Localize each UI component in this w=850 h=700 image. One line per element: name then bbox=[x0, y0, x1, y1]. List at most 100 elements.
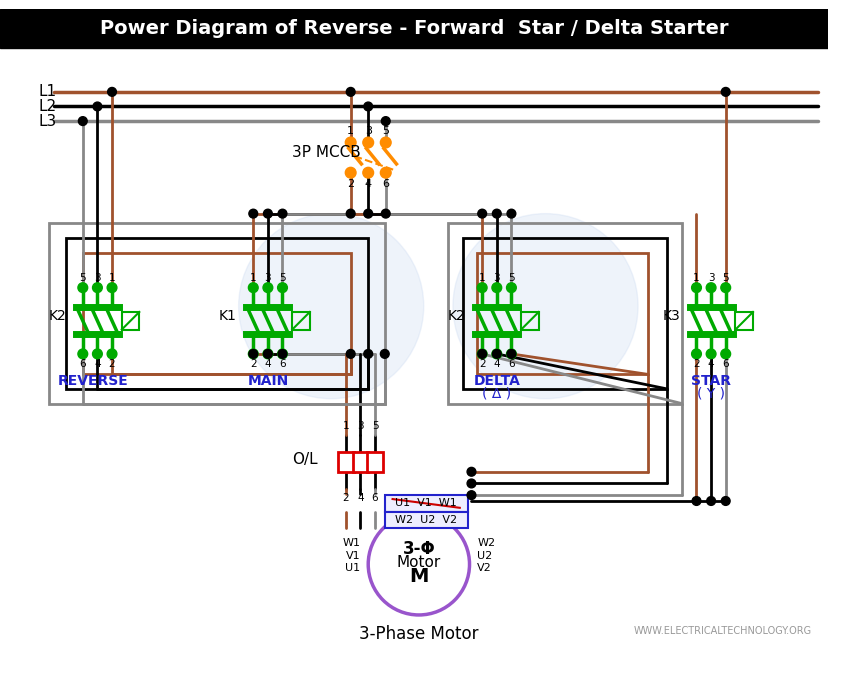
Circle shape bbox=[706, 496, 716, 505]
Bar bbox=[338, 452, 354, 472]
Circle shape bbox=[263, 283, 273, 293]
Text: 5: 5 bbox=[722, 273, 729, 283]
Text: O/L: O/L bbox=[292, 452, 318, 467]
Text: U2: U2 bbox=[478, 550, 492, 561]
Circle shape bbox=[478, 283, 487, 293]
Text: 1: 1 bbox=[694, 273, 700, 283]
Text: 2: 2 bbox=[250, 358, 257, 369]
Bar bbox=[82, 253, 351, 374]
Text: 6: 6 bbox=[508, 358, 515, 369]
Text: 1: 1 bbox=[109, 273, 116, 283]
Circle shape bbox=[249, 209, 258, 218]
Text: U1  V1  W1: U1 V1 W1 bbox=[395, 498, 457, 508]
Bar bbox=[462, 238, 667, 389]
Circle shape bbox=[468, 468, 476, 476]
Circle shape bbox=[263, 349, 273, 359]
Text: 4: 4 bbox=[264, 358, 271, 369]
Text: 3: 3 bbox=[365, 126, 371, 136]
Circle shape bbox=[507, 283, 516, 293]
Circle shape bbox=[507, 349, 516, 359]
Circle shape bbox=[248, 349, 258, 359]
Circle shape bbox=[346, 209, 355, 218]
Circle shape bbox=[93, 283, 102, 293]
Circle shape bbox=[478, 209, 486, 218]
Circle shape bbox=[706, 349, 716, 359]
Text: 2: 2 bbox=[343, 493, 349, 503]
Text: W2: W2 bbox=[478, 538, 496, 548]
Circle shape bbox=[278, 349, 287, 359]
Circle shape bbox=[278, 209, 287, 218]
Bar bbox=[122, 312, 139, 330]
Text: 2: 2 bbox=[479, 358, 485, 369]
Circle shape bbox=[278, 283, 287, 293]
Circle shape bbox=[453, 214, 638, 399]
Text: 2: 2 bbox=[347, 179, 354, 190]
Circle shape bbox=[93, 102, 102, 111]
Circle shape bbox=[381, 167, 391, 178]
Circle shape bbox=[364, 102, 372, 111]
Circle shape bbox=[364, 209, 372, 218]
Bar bbox=[292, 312, 309, 330]
Bar bbox=[367, 452, 382, 472]
Text: REVERSE: REVERSE bbox=[58, 374, 129, 388]
Text: U1: U1 bbox=[345, 564, 360, 573]
Bar bbox=[0, 9, 828, 48]
Circle shape bbox=[492, 349, 502, 359]
Circle shape bbox=[93, 349, 102, 359]
Text: 2: 2 bbox=[109, 358, 116, 369]
Text: 3: 3 bbox=[357, 421, 364, 431]
Text: 1: 1 bbox=[250, 273, 257, 283]
Bar bbox=[66, 238, 368, 389]
Text: L1: L1 bbox=[39, 85, 57, 99]
Circle shape bbox=[345, 137, 356, 148]
Text: WWW.ELECTRICALTECHNOLOGY.ORG: WWW.ELECTRICALTECHNOLOGY.ORG bbox=[633, 626, 811, 636]
Circle shape bbox=[381, 137, 391, 148]
Text: 5: 5 bbox=[508, 273, 515, 283]
Circle shape bbox=[264, 349, 272, 358]
Circle shape bbox=[492, 209, 502, 218]
Text: 4: 4 bbox=[365, 179, 371, 190]
Text: K2: K2 bbox=[48, 309, 66, 323]
Text: 1: 1 bbox=[347, 126, 354, 136]
Text: 6: 6 bbox=[371, 493, 378, 503]
Circle shape bbox=[706, 283, 716, 293]
Circle shape bbox=[507, 209, 516, 218]
Circle shape bbox=[492, 349, 502, 358]
Text: Motor: Motor bbox=[397, 555, 441, 570]
Bar bbox=[385, 495, 468, 512]
Text: 3-Phase Motor: 3-Phase Motor bbox=[359, 625, 479, 643]
Bar bbox=[353, 452, 368, 472]
Circle shape bbox=[278, 349, 287, 358]
Circle shape bbox=[363, 137, 373, 148]
Text: 1: 1 bbox=[343, 421, 349, 431]
Text: 4: 4 bbox=[357, 493, 364, 503]
Circle shape bbox=[721, 283, 731, 293]
Circle shape bbox=[721, 349, 731, 359]
Circle shape bbox=[692, 496, 701, 505]
Bar bbox=[735, 312, 753, 330]
Circle shape bbox=[346, 349, 355, 358]
Text: 3: 3 bbox=[494, 273, 500, 283]
Text: 3P MCCB: 3P MCCB bbox=[292, 145, 361, 160]
Circle shape bbox=[239, 214, 424, 399]
Text: 3: 3 bbox=[708, 273, 714, 283]
Text: 3: 3 bbox=[94, 273, 100, 283]
Text: 6: 6 bbox=[722, 358, 729, 369]
Circle shape bbox=[108, 88, 116, 96]
Text: ( Y ): ( Y ) bbox=[697, 387, 725, 401]
Text: 6: 6 bbox=[382, 179, 389, 190]
Bar bbox=[48, 223, 385, 404]
Text: 4: 4 bbox=[94, 358, 100, 369]
Circle shape bbox=[368, 514, 469, 615]
Circle shape bbox=[381, 349, 389, 358]
Circle shape bbox=[478, 349, 487, 359]
Circle shape bbox=[722, 496, 730, 505]
Text: STAR: STAR bbox=[691, 374, 731, 388]
Text: 5: 5 bbox=[382, 126, 389, 136]
Text: ( Δ ): ( Δ ) bbox=[482, 387, 512, 401]
Text: L2: L2 bbox=[39, 99, 57, 114]
Circle shape bbox=[692, 283, 701, 293]
Text: 6: 6 bbox=[279, 358, 286, 369]
Circle shape bbox=[346, 88, 355, 96]
Circle shape bbox=[264, 209, 272, 218]
